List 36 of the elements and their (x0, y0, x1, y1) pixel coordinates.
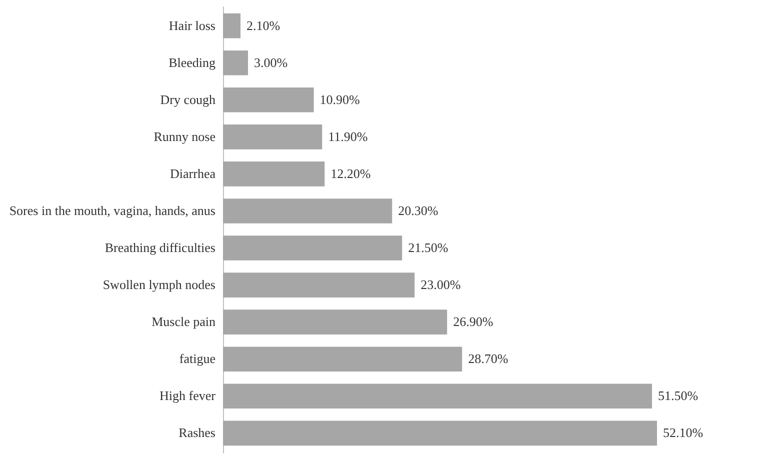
data-label: 26.90% (453, 314, 494, 330)
bar (223, 162, 325, 186)
y-tick-label: Dry cough (160, 92, 216, 107)
data-label: 11.90% (328, 128, 368, 144)
bar (223, 198, 392, 224)
y-tick-label: Runny nose (154, 128, 216, 144)
data-label: 2.10% (246, 18, 280, 33)
y-tick-label: Rashes (178, 425, 216, 440)
y-tick-label: Diarrhea (170, 166, 216, 181)
data-label: 10.90% (320, 92, 360, 107)
data-label: 51.50% (658, 388, 698, 404)
bar (223, 124, 322, 150)
y-tick-label: High fever (160, 388, 216, 404)
y-tick-label: Breathing difficulties (104, 240, 216, 256)
bar (223, 272, 415, 298)
bar (223, 420, 657, 446)
y-tick-label: Bleeding (168, 54, 216, 70)
data-label: 28.70% (468, 351, 508, 366)
data-label: 3.00% (254, 54, 288, 70)
data-label: 52.10% (663, 425, 704, 440)
data-label: 20.30% (398, 202, 438, 218)
bar (223, 87, 314, 112)
y-tick-label: Sores in the mouth, vagina, hands, anus (9, 202, 216, 218)
data-label: 21.50% (408, 240, 448, 256)
bar (223, 310, 448, 334)
bar (223, 50, 248, 76)
data-label: 23.00% (420, 277, 461, 292)
y-tick-label: Swollen lymph nodes (102, 277, 216, 292)
y-tick-label: fatigue (179, 351, 216, 366)
y-tick-label: Muscle pain (152, 314, 216, 330)
bar (223, 13, 240, 38)
bar (223, 346, 462, 372)
data-label: 12.20% (330, 166, 371, 181)
bar (223, 384, 652, 409)
y-tick-label: Hair loss (168, 18, 216, 33)
bar (223, 236, 402, 260)
